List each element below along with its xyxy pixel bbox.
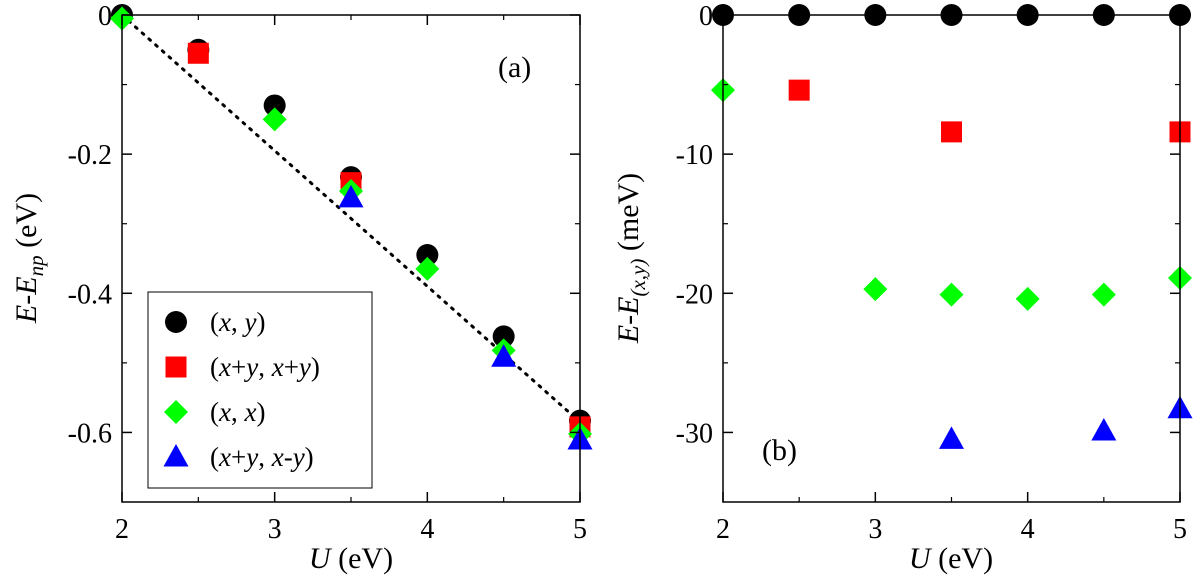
y-tick-label: -0.2 (68, 140, 112, 171)
y-tick-label: 0 (699, 1, 713, 32)
y-tick-label: -30 (676, 418, 713, 449)
x-label-unit: (eV) (931, 542, 993, 575)
legend-label: (x, x) (210, 397, 265, 427)
panel-label-a: (a) (498, 51, 531, 84)
y-label-unit: (eV) (10, 193, 43, 255)
x-tick-label: 3 (868, 514, 882, 545)
fit-line (120, 13, 582, 424)
x-tick-label: 4 (420, 514, 434, 545)
x-tick-label: 2 (716, 514, 730, 545)
x-axis-label-a: U (eV) (309, 542, 393, 575)
legend-marker-circle (165, 311, 187, 333)
y-tick-label: -0.4 (68, 279, 112, 310)
legend: (x, y) (x+y, x+y) (x, x) (x+y, x-y) (147, 291, 373, 489)
legend-marker-square (165, 356, 187, 378)
y-axis-label-b: E-E(x,y) (meV) (612, 173, 650, 344)
y-tick-label: -10 (676, 140, 713, 171)
y-label-sub: (x,y) (626, 259, 650, 297)
data-point-square-b (941, 121, 962, 143)
x-label-var: U (909, 542, 933, 575)
data-point-triangle-b (939, 426, 964, 449)
y-tick-label: -0.6 (68, 418, 112, 449)
legend-label: (x, y) (210, 307, 265, 337)
x-tick-label: 4 (1021, 514, 1035, 545)
y-tick-label: -20 (676, 279, 713, 310)
y-tick-label: 0 (98, 1, 112, 32)
data-point-diamond-a (262, 107, 287, 132)
data-point-diamond-a (415, 256, 440, 281)
x-axis-label-b: U (eV) (909, 542, 993, 575)
y-label-dash: - (612, 315, 645, 325)
data-point-circle-a (263, 94, 286, 117)
x-tick-label: 5 (573, 514, 587, 545)
panel-a: 2 3 4 50-0.2-0.4-0.6 (a) E-Enp (eV) U (eV) … (10, 1, 593, 575)
data-point-diamond-b (1015, 286, 1040, 311)
data-point-circle-a (416, 244, 439, 267)
x-tick-label: 2 (115, 514, 129, 545)
x-label-var: U (309, 542, 333, 575)
y-label-var1: E (10, 305, 43, 324)
legend-marker-triangle (163, 443, 189, 467)
y-label-var2: E (612, 297, 645, 316)
data-point-diamond-b (939, 282, 964, 307)
legend-label: (x+y, x-y) (210, 442, 314, 472)
x-label-unit: (eV) (331, 542, 393, 575)
y-label-var2: E (10, 276, 43, 295)
data-point-square-a (187, 42, 209, 64)
data-point-circle-a (492, 325, 515, 348)
data-point-diamond-b (863, 277, 888, 302)
panel-label-b: (b) (762, 434, 797, 467)
data-point-triangle-a (491, 344, 517, 367)
data-point-diamond-b (1091, 282, 1116, 307)
legend-label: (x+y, x+y) (210, 352, 320, 382)
y-label-var1: E (612, 325, 645, 344)
x-tick-label: 5 (1173, 514, 1187, 545)
y-axis-label-a: E-Enp (eV) (10, 193, 48, 324)
x-tick-label: 3 (268, 514, 282, 545)
data-point-triangle-a (338, 184, 364, 208)
panel-b: 2 3 4 50-10-20-30 (b) E-E(x,y) (meV) U (eV) (612, 1, 1193, 575)
legend-marker-diamond (164, 400, 188, 424)
y-label-unit: (meV) (612, 173, 645, 259)
y-label-dash: - (10, 295, 43, 305)
data-point-triangle-b (1091, 418, 1117, 441)
y-label-sub: np (24, 255, 48, 276)
data-point-square-b (788, 79, 810, 101)
